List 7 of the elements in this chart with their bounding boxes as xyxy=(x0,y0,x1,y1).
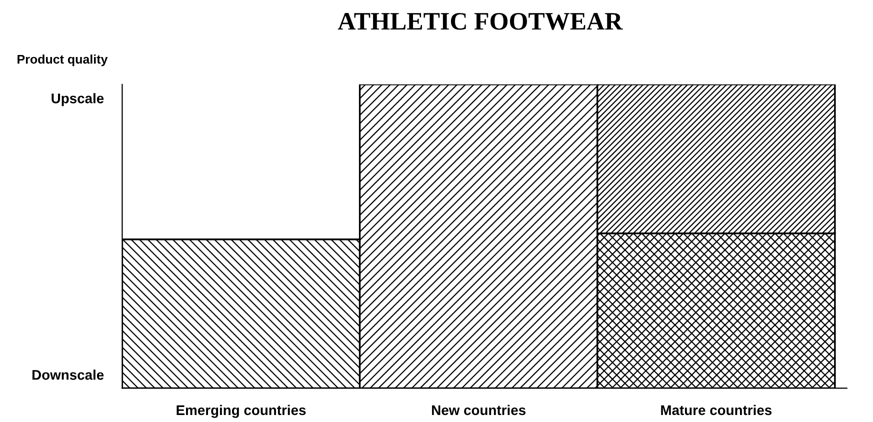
x-tick-label: Emerging countries xyxy=(176,404,306,418)
x-tick-label: Mature countries xyxy=(661,404,772,416)
x-tick-label: New countries xyxy=(432,404,526,416)
chart-title: ATHLETIC FOOTWEAR xyxy=(338,12,623,30)
text: Downscale xyxy=(32,370,104,380)
y-axis-title: Product quality xyxy=(18,54,108,66)
text: Upscale xyxy=(52,93,104,106)
